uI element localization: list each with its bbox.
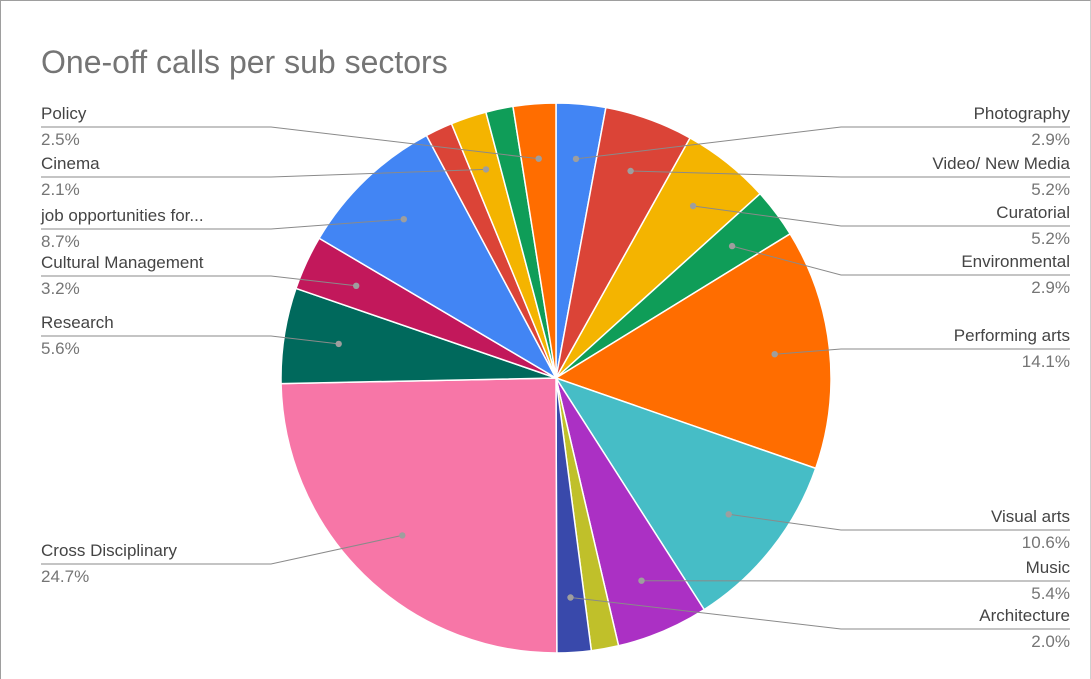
leader-line-policy — [41, 126, 539, 160]
slice-label-video-new-media: Video/ New Media — [932, 154, 1070, 173]
leader-line-job-opportunities-for — [41, 218, 404, 230]
leader-dot-photography — [572, 155, 580, 163]
slice-label-curatorial: Curatorial — [996, 203, 1070, 222]
leader-dot-research — [335, 340, 342, 348]
slice-labels: Photography 2.9% Video/ New Media 5.2% Curat… — [40, 104, 1071, 651]
leader-line-performing-arts — [774, 348, 1070, 355]
leader-dot-cinema — [482, 166, 490, 173]
slice-value-video-new-media: 5.2% — [1031, 180, 1070, 199]
leader-dot-cultural-management — [353, 282, 360, 289]
slice-label-policy: Policy — [41, 104, 87, 123]
leader-dot-performing-arts — [771, 351, 778, 358]
slice-label-cinema: Cinema — [41, 154, 100, 173]
slice-label-photography: Photography — [974, 104, 1071, 123]
slice-value-policy: 2.5% — [41, 130, 80, 149]
leader-line-visual-arts — [728, 513, 1070, 531]
pie-slice-cross-disciplinary — [280, 377, 558, 654]
leader-dot-architecture — [567, 594, 574, 601]
leader-dot-cross-disciplinary — [399, 532, 406, 539]
slice-value-visual-arts: 10.6% — [1022, 533, 1070, 552]
leader-dot-music — [638, 577, 645, 584]
slice-label-research: Research — [41, 313, 114, 332]
leader-dot-visual-arts — [725, 511, 732, 518]
leader-line-cross-disciplinary — [41, 534, 403, 565]
slice-label-performing-arts: Performing arts — [954, 326, 1070, 345]
leader-dot-curatorial — [689, 202, 697, 210]
leader-lines — [41, 126, 1070, 630]
leader-line-photography — [575, 126, 1070, 160]
slice-value-cross-disciplinary: 24.7% — [41, 567, 89, 586]
leader-dot-job-opportunities-for — [400, 216, 407, 223]
leader-line-environmental — [731, 245, 1070, 276]
slice-value-environmental: 2.9% — [1031, 278, 1070, 297]
pie-slices — [280, 102, 832, 654]
pie-slice-policy — [512, 102, 557, 379]
slice-value-research: 5.6% — [41, 339, 80, 358]
leader-dot-environmental — [728, 242, 736, 250]
slice-label-job-opportunities-for: job opportunities for... — [40, 206, 204, 225]
leader-dot-video-new-media — [627, 167, 634, 175]
slice-label-architecture: Architecture — [979, 606, 1070, 625]
slice-value-architecture: 2.0% — [1031, 632, 1070, 651]
slice-value-music: 5.4% — [1031, 584, 1070, 603]
leader-line-research — [41, 335, 339, 345]
leader-line-cultural-management — [41, 275, 357, 287]
slice-value-cultural-management: 3.2% — [41, 279, 80, 298]
chart-title: One-off calls per sub sectors — [41, 44, 448, 80]
leader-line-architecture — [570, 597, 1070, 630]
slice-value-cinema: 2.1% — [41, 180, 80, 199]
leader-dot-policy — [535, 155, 542, 162]
slice-value-performing-arts: 14.1% — [1022, 352, 1070, 371]
pie-slice-visual-arts — [554, 376, 817, 611]
leader-line-curatorial — [693, 205, 1070, 227]
slice-value-curatorial: 5.2% — [1031, 229, 1070, 248]
slice-label-visual-arts: Visual arts — [991, 507, 1070, 526]
pie-slice-performing-arts — [554, 232, 832, 470]
slice-label-environmental: Environmental — [961, 252, 1070, 271]
slice-value-photography: 2.9% — [1031, 130, 1070, 149]
leader-line-cinema — [41, 168, 487, 178]
slice-value-job-opportunities-for: 8.7% — [41, 232, 80, 251]
slice-label-music: Music — [1026, 558, 1071, 577]
leader-line-video-new-media — [630, 170, 1070, 178]
slice-label-cross-disciplinary: Cross Disciplinary — [41, 541, 178, 560]
pie-slice-job-opportunities-for — [318, 134, 558, 381]
slice-label-cultural-management: Cultural Management — [41, 253, 204, 272]
